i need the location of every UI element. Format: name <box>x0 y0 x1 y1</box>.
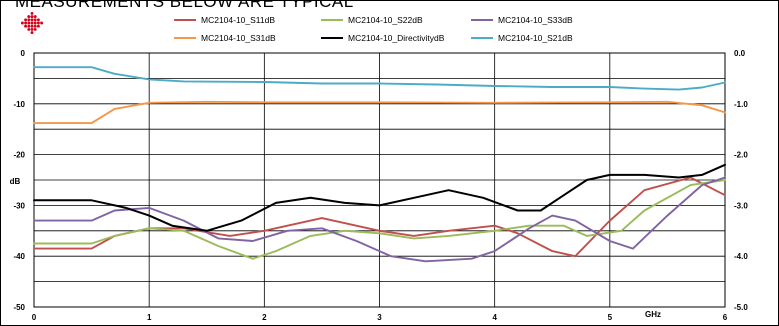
series-line-s33 <box>33 176 726 263</box>
legend-label-s21: MC2104-10_S21dB <box>498 33 573 43</box>
y-tick-right: 0.0 <box>734 49 746 58</box>
legend-label-directivity: MC2104-10_DirectivitydB <box>348 33 445 43</box>
y-tick-left: -30 <box>13 201 25 210</box>
x-tick: 6 <box>723 313 728 322</box>
page-heading: MEASUREMENTS BELOW ARE TYPICAL <box>15 0 354 11</box>
logo-dot <box>33 27 37 31</box>
y-tick-right: -4.0 <box>734 252 748 261</box>
logo-dot <box>33 18 37 22</box>
logo-dot <box>24 24 28 28</box>
logo-dot <box>40 21 44 25</box>
logo-dot <box>24 18 28 22</box>
logo-dot <box>20 21 24 25</box>
logo-dot <box>33 21 37 25</box>
logo-dot <box>30 11 34 15</box>
logo-dot <box>24 21 28 25</box>
x-axis-label: GHz <box>645 310 661 319</box>
x-tick: 1 <box>147 313 152 322</box>
diamond-dot-logo <box>20 11 44 35</box>
logo-dot <box>27 24 31 28</box>
y-tick-right: -2.0 <box>734 151 748 160</box>
y-tick-left: -50 <box>13 303 25 312</box>
y-tick-right: -3.0 <box>734 201 748 210</box>
legend-label-s11: MC2104-10_S11dB <box>201 15 275 25</box>
legend-label-s22: MC2104-10_S22dB <box>348 15 423 25</box>
y-tick-left: -40 <box>13 252 25 261</box>
logo-dot <box>27 27 31 31</box>
y-tick-right: -1.0 <box>734 100 748 109</box>
logo-dot <box>36 21 40 25</box>
x-tick: 4 <box>492 313 497 322</box>
x-tick: 5 <box>608 313 613 322</box>
y-tick-left: 0 <box>21 49 26 58</box>
logo-dot <box>30 24 34 28</box>
logo-dot <box>36 24 40 28</box>
logo-dot <box>30 15 34 19</box>
y-tick-right: -5.0 <box>734 303 748 312</box>
logo-dot <box>33 24 37 28</box>
x-tick: 3 <box>377 313 382 322</box>
series-line-directivity <box>33 163 726 232</box>
logo-dot <box>30 21 34 25</box>
y-tick-left: -20 <box>13 151 25 160</box>
logo-dot <box>27 18 31 22</box>
y-axis-label: dB <box>10 177 21 186</box>
series-line-s22 <box>33 179 726 260</box>
y-tick-left: -10 <box>13 100 25 109</box>
logo-dot <box>30 27 34 31</box>
x-tick: 2 <box>262 313 267 322</box>
series-line-s31 <box>33 100 726 125</box>
logo-dot <box>30 18 34 22</box>
legend-label-s31: MC2104-10_S31dB <box>201 33 276 43</box>
series-line-s21 <box>33 66 726 91</box>
logo-dot <box>27 21 31 25</box>
logo-dot <box>36 18 40 22</box>
logo-dot <box>33 15 37 19</box>
logo-dot <box>30 31 34 35</box>
x-tick: 0 <box>32 313 37 322</box>
logo-dot <box>27 15 31 19</box>
legend-label-s33: MC2104-10_S33dB <box>498 15 573 25</box>
